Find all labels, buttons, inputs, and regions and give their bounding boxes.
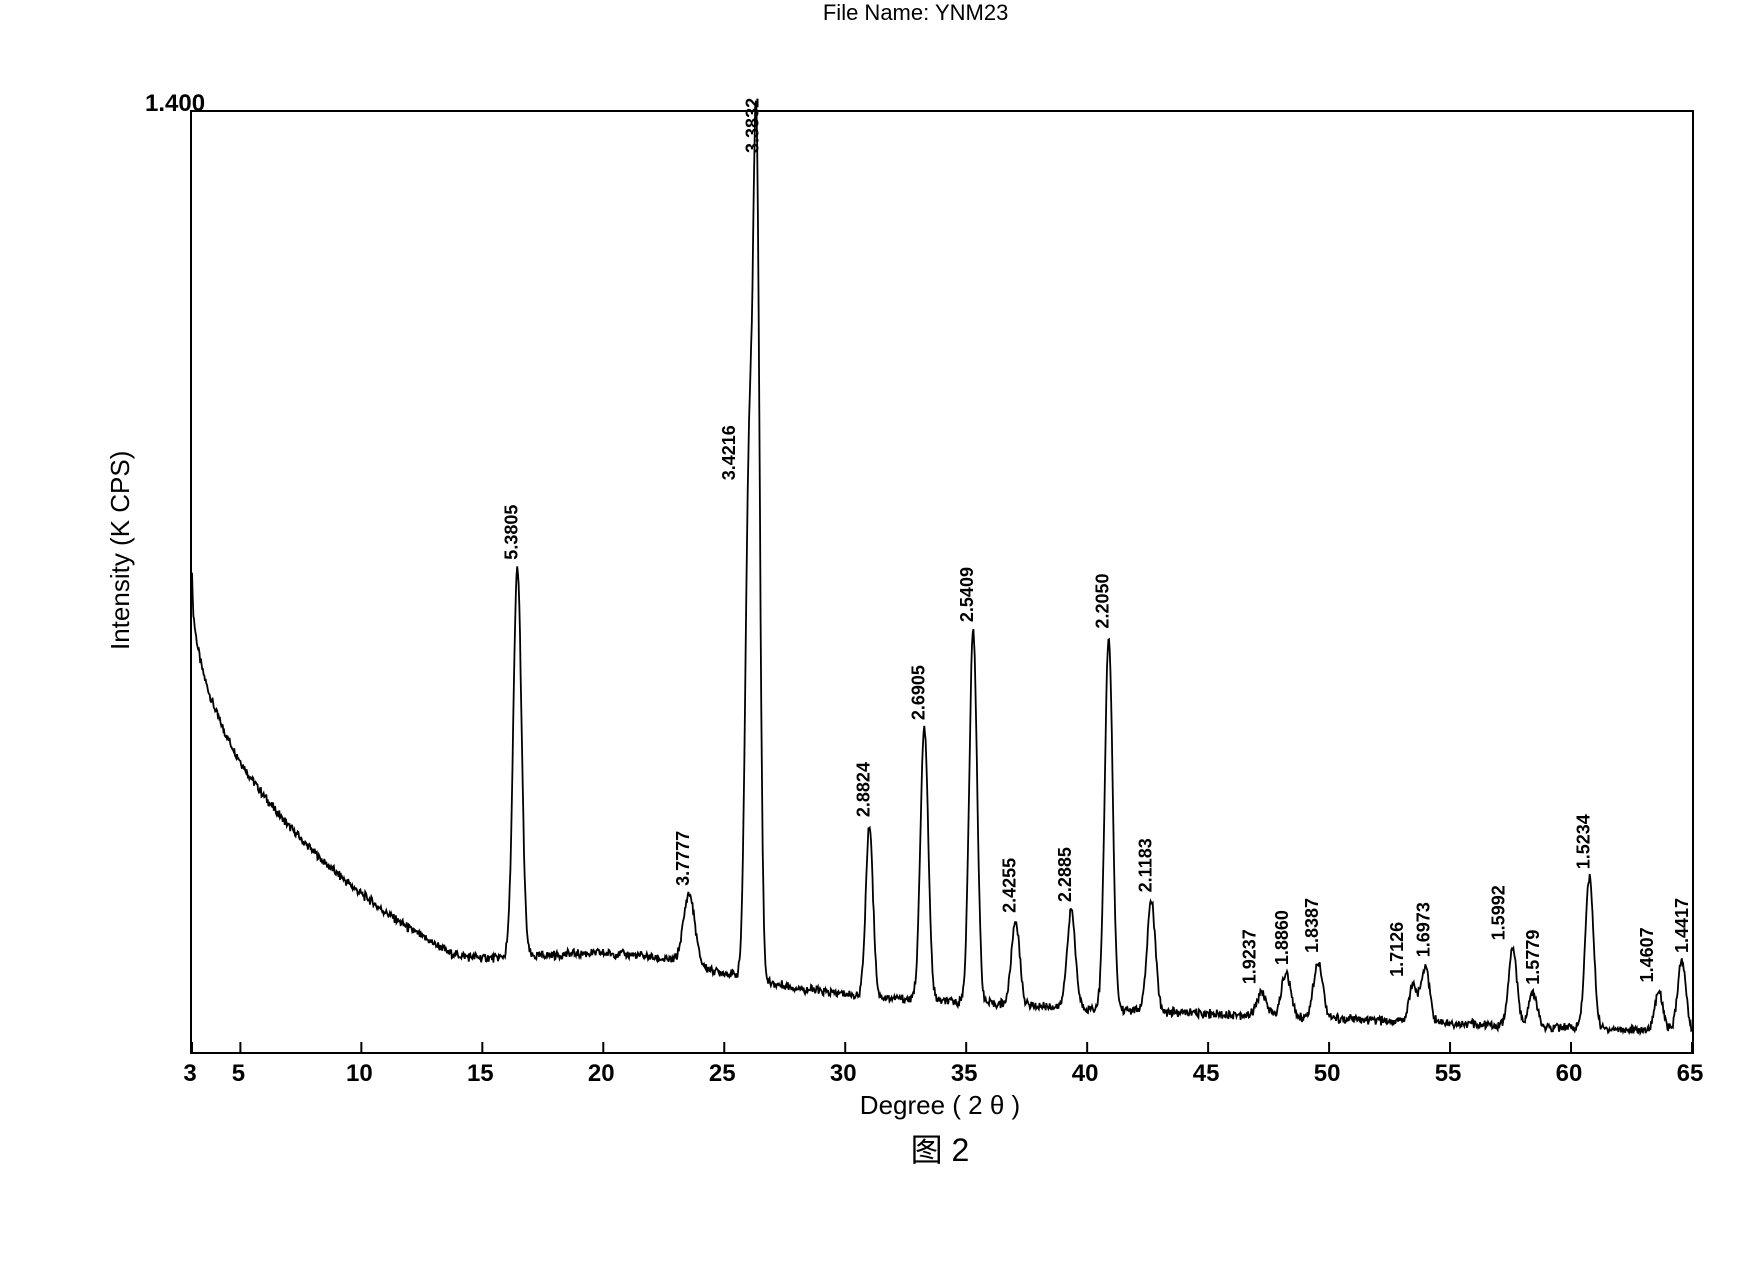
- plot-area: 5.38053.77773.42163.38322.88242.69052.54…: [190, 110, 1694, 1054]
- peak-label: 2.1183: [1135, 838, 1155, 892]
- peak-label: 2.8824: [853, 762, 873, 817]
- peak-label: 1.4417: [1672, 898, 1692, 953]
- peak-label: 3.4216: [719, 425, 739, 480]
- file-name-label: File Name: YNM23: [823, 0, 1008, 26]
- spectrum-svg: 5.38053.77773.42163.38322.88242.69052.54…: [192, 112, 1692, 1052]
- peak-label: 1.8387: [1302, 898, 1322, 953]
- peak-label: 1.5779: [1523, 930, 1543, 985]
- x-tick-label: 55: [1435, 1060, 1462, 1088]
- x-tick-label: 60: [1556, 1060, 1583, 1088]
- peak-label: 2.2050: [1093, 573, 1113, 628]
- x-tick-label: 40: [1072, 1060, 1099, 1088]
- peak-label: 1.5234: [1573, 814, 1593, 869]
- x-tick-label: 30: [830, 1060, 857, 1088]
- spectrum-line: [192, 101, 1692, 1034]
- peak-label: 1.9237: [1240, 929, 1260, 984]
- peak-label: 3.7777: [673, 831, 693, 886]
- x-tick-label: 5: [232, 1060, 245, 1088]
- peak-label: 1.5992: [1489, 885, 1509, 940]
- peak-label: 1.4607: [1637, 927, 1657, 982]
- peak-label: 5.3805: [501, 505, 521, 560]
- x-tick-label: 3: [183, 1060, 196, 1088]
- figure-caption: 图 2: [190, 1125, 1690, 1171]
- x-tick-label: 50: [1314, 1060, 1341, 1088]
- peak-label: 3.3832: [742, 98, 762, 153]
- peak-label: 1.6973: [1413, 902, 1433, 957]
- page: File Name: YNM23 1.400 Intensity (K CPS)…: [0, 0, 1757, 1282]
- xrd-chart: 1.400 Intensity (K CPS) 5.38053.77773.42…: [60, 90, 1700, 1150]
- peak-label: 2.6905: [908, 665, 928, 720]
- peak-label: 1.7126: [1387, 922, 1407, 977]
- peak-label: 2.5409: [957, 567, 977, 622]
- x-tick-label: 15: [467, 1060, 494, 1088]
- x-tick-label: 35: [951, 1060, 978, 1088]
- peak-label: 2.4255: [1000, 858, 1020, 913]
- x-tick-label: 45: [1193, 1060, 1220, 1088]
- y-axis-label: Intensity (K CPS): [105, 451, 136, 650]
- x-tick-label: 25: [709, 1060, 736, 1088]
- peak-label: 1.8860: [1272, 910, 1292, 965]
- x-tick-label: 65: [1677, 1060, 1704, 1088]
- peak-label: 2.2885: [1055, 847, 1075, 902]
- x-axis-label: Degree ( 2 θ ): [190, 1090, 1690, 1121]
- x-tick-label: 20: [588, 1060, 615, 1088]
- x-tick-label: 10: [346, 1060, 373, 1088]
